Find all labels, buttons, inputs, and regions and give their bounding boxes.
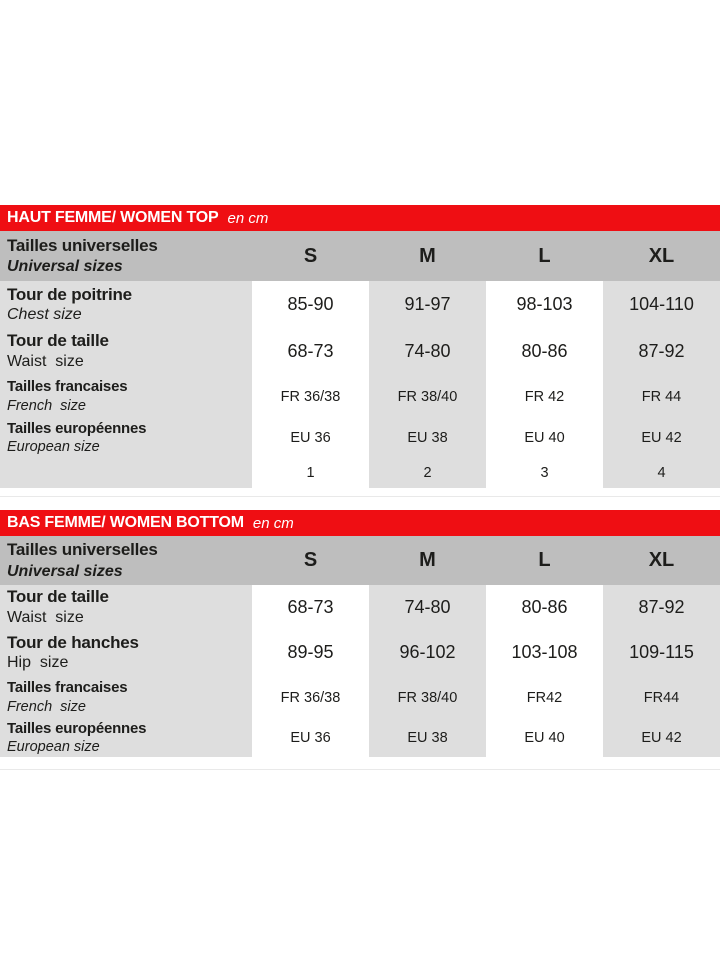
header-label-fr: Tailles universelles [7,235,158,255]
size-cell: FR 38/40 [369,676,486,719]
size-cell: 4 [603,457,720,488]
row-label-fr: Tour de poitrine [7,284,132,304]
header-label-cell: Tailles universelles Universal sizes [0,536,252,585]
spacer [0,497,720,510]
row-label-cell: Tailles francaises French size [0,374,252,419]
size-table-women-bottom: BAS FEMME/ WOMEN BOTTOM en cm Tailles un… [0,510,720,757]
row-label-cell [0,457,252,488]
divider [0,496,720,497]
size-cell: 68-73 [287,596,334,617]
row-label-en: Hip size [7,654,69,672]
size-cell: FR 36/38 [280,689,341,706]
table-row-european-size: Tailles européennes European size EU 36 … [0,419,720,457]
row-label-cell: Tour de taille Waist size [0,328,252,374]
column-header-m: M [419,549,436,571]
table-row-waist: Tour de taille Waist size 68-73 74-80 80… [0,328,720,374]
size-cell: EU 42 [603,719,720,757]
size-table-women-top: HAUT FEMME/ WOMEN TOP en cm Tailles univ… [0,205,720,488]
size-cell: 109-115 [603,629,720,676]
size-cell: 91-97 [369,281,486,328]
size-cell: 85-90 [287,294,334,314]
row-label-en: French size [7,698,86,715]
row-label-en: Chest size [7,306,82,324]
size-header-row: Tailles universelles Universal sizes S M… [0,231,720,281]
row-label-fr: Tailles européennes [7,419,147,437]
column-header-m: M [419,244,436,267]
size-chart-page: HAUT FEMME/ WOMEN TOP en cm Tailles univ… [0,205,720,770]
column-header-l: L [538,244,551,267]
table-row-french-size: Tailles francaises French size FR 36/38 … [0,374,720,419]
size-cell: 80-86 [521,596,568,617]
size-cell: EU 42 [603,419,720,457]
row-label-fr: Tour de taille [7,587,109,607]
row-label-en: French size [7,397,86,414]
size-cell: EU 38 [369,719,486,757]
size-cell: 87-92 [603,328,720,374]
table-title-bar-women-top: HAUT FEMME/ WOMEN TOP en cm [0,205,720,231]
size-cell: FR 42 [524,388,565,405]
size-cell: 2 [369,457,486,488]
column-header-xl: XL [648,549,675,571]
size-cell: 87-92 [603,585,720,629]
column-header-l: L [538,549,551,571]
header-label-en: Universal sizes [7,562,123,580]
row-label-cell: Tour de taille Waist size [0,585,252,629]
row-label-en: Waist size [7,608,84,626]
row-label-fr: Tailles francaises [7,378,128,396]
table-row-chest: Tour de poitrine Chest size 85-90 91-97 … [0,281,720,328]
size-cell: 103-108 [511,642,578,662]
size-cell: 1 [306,464,315,481]
row-label-cell: Tailles européennes European size [0,419,252,457]
size-cell: EU 38 [369,419,486,457]
table-row-numeric-size: 1 2 3 4 [0,457,720,488]
row-label-en: European size [7,439,100,456]
size-cell: FR44 [603,676,720,719]
row-label-cell: Tour de poitrine Chest size [0,281,252,328]
size-header-row: Tailles universelles Universal sizes S M… [0,536,720,585]
divider [0,769,720,770]
size-cell: 74-80 [369,328,486,374]
row-label-fr: Tour de hanches [7,632,139,652]
table-row-hip: Tour de hanches Hip size 89-95 96-102 10… [0,629,720,676]
unit-label: en cm [227,209,269,227]
header-label-cell: Tailles universelles Universal sizes [0,231,252,281]
size-cell: FR 44 [603,374,720,419]
unit-label: en cm [252,514,294,532]
table-row-french-size: Tailles francaises French size FR 36/38 … [0,676,720,719]
table-row-european-size: Tailles européennes European size EU 36 … [0,719,720,757]
header-label-fr: Tailles universelles [7,540,158,560]
size-cell: FR42 [526,689,563,706]
column-header-s: S [303,244,318,267]
column-header-s: S [303,549,318,571]
size-cell: 96-102 [369,629,486,676]
row-label-cell: Tour de hanches Hip size [0,629,252,676]
row-label-fr: Tour de taille [7,331,109,351]
row-label-cell: Tailles européennes European size [0,719,252,757]
table-title-bar-women-bottom: BAS FEMME/ WOMEN BOTTOM en cm [0,510,720,536]
table-title: BAS FEMME/ WOMEN BOTTOM [7,514,244,531]
size-cell: 89-95 [287,642,334,662]
table-row-waist: Tour de taille Waist size 68-73 74-80 80… [0,585,720,629]
size-cell: 98-103 [516,294,573,314]
size-cell: 104-110 [603,281,720,328]
row-label-cell: Tailles francaises French size [0,676,252,719]
size-cell: FR 36/38 [280,388,341,405]
size-cell: FR 38/40 [369,374,486,419]
row-label-en: European size [7,739,100,756]
row-label-fr: Tailles francaises [7,679,128,697]
row-label-en: Waist size [7,352,84,370]
size-cell: 68-73 [287,340,334,361]
table-title: HAUT FEMME/ WOMEN TOP [7,209,219,226]
size-cell: 80-86 [521,340,568,361]
size-cell: EU 36 [290,730,331,746]
size-cell: EU 36 [290,430,331,446]
size-cell: EU 40 [524,430,565,446]
size-cell: 74-80 [369,585,486,629]
size-cell: EU 40 [524,730,565,746]
row-label-fr: Tailles européennes [7,719,147,737]
column-header-xl: XL [648,244,675,267]
size-cell: 3 [540,464,549,481]
header-label-en: Universal sizes [7,258,123,276]
